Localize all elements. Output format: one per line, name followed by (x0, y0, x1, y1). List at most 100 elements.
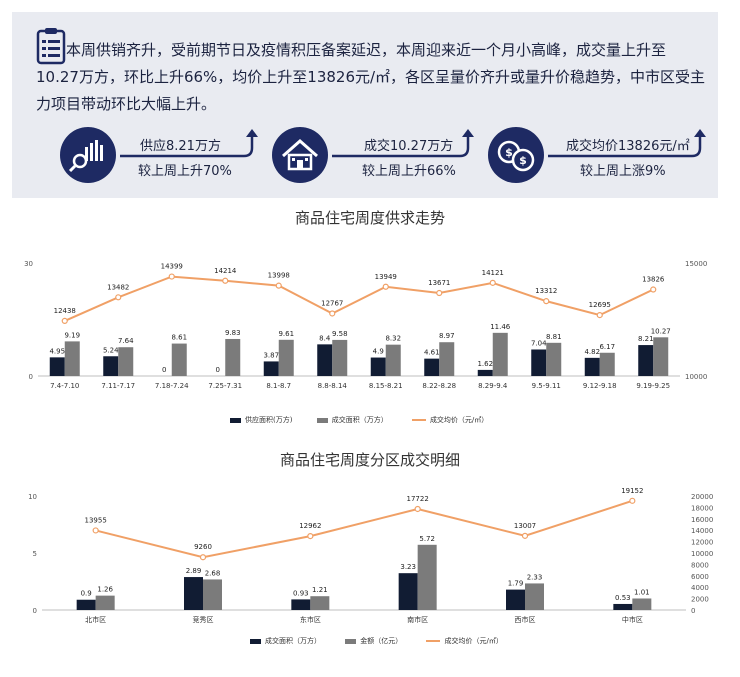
line-value-label: 13482 (107, 283, 129, 291)
bar-value-label: 10.27 (651, 327, 671, 335)
bar (49, 357, 65, 376)
x-tick-label: 8.15-8.21 (369, 382, 403, 390)
line-value-label: 12695 (589, 301, 611, 309)
coins-icon: $ $ (488, 127, 544, 183)
bar-value-label: 3.23 (400, 563, 416, 571)
stat-supply-value: 供应8.21万方 (140, 139, 221, 154)
bar-value-label: 4.9 (373, 348, 384, 356)
y2-tick-label: 14000 (691, 527, 713, 535)
line-value-label: 17722 (407, 495, 429, 503)
bar-value-label: 0 (216, 366, 220, 374)
bar (638, 345, 654, 376)
x-tick-label: 8.8-8.14 (318, 382, 348, 390)
line-point (199, 554, 207, 561)
x-tick-label: 8.29-9.4 (478, 382, 508, 390)
bar (203, 579, 222, 610)
bar (95, 595, 115, 610)
legend-supply: 供应面积(万方) (245, 416, 293, 424)
chart1-title: 商品住宅周度供求走势 (294, 209, 445, 227)
bar-value-label: 9.19 (64, 331, 80, 339)
trend-arrow-icon (332, 129, 474, 158)
x-tick-label: 中市区 (622, 615, 643, 624)
line-point (629, 497, 636, 504)
y2-tick-label: 0 (691, 607, 695, 615)
stat-deal-change: 较上周上升66% (362, 164, 456, 179)
line-point (222, 277, 229, 284)
line-value-label: 9260 (194, 543, 212, 551)
bar (103, 356, 119, 376)
bar (439, 342, 455, 376)
line-point (596, 311, 603, 319)
svg-text:$: $ (505, 146, 513, 159)
trend-arrow-icon (120, 129, 258, 158)
x-tick-label: 8.1-8.7 (266, 382, 291, 390)
bar (64, 341, 80, 376)
x-tick-label: 东市区 (300, 615, 321, 624)
legend-deal: 成交面积（万方） (331, 416, 388, 424)
y2-tick-label: 16000 (691, 516, 713, 524)
line-value-label: 12767 (321, 299, 343, 307)
x-tick-label: 7.25-7.31 (208, 382, 242, 390)
bar-value-label: 0.53 (615, 594, 631, 602)
bar (263, 361, 279, 376)
x-tick-label: 9.19-9.25 (636, 382, 670, 390)
bar-value-label: 1.79 (508, 580, 524, 588)
line-value-label: 13826 (642, 276, 665, 284)
line-point (436, 289, 443, 297)
bar (370, 357, 386, 376)
bar (613, 603, 633, 610)
line-value-label: 13671 (428, 279, 450, 287)
chart2-title: 商品住宅周度分区成交明细 (279, 451, 460, 469)
x-tick-label: 西市区 (515, 615, 536, 624)
bar (291, 599, 311, 610)
bar (332, 339, 348, 376)
bar-value-label: 9.83 (225, 329, 241, 337)
line-value-label: 13955 (85, 516, 107, 524)
y2-tick-label: 8000 (691, 561, 709, 569)
bar (632, 598, 652, 610)
line-point (543, 298, 550, 305)
chart1-legend: 供应面积(万方) 成交面积（万方） 成交均价（元/㎡） (230, 415, 510, 425)
bar-value-label: 2.68 (205, 569, 221, 577)
bar (317, 344, 333, 376)
y2-tick-label: 15000 (685, 260, 707, 268)
y-tick-label: 0 (29, 373, 33, 381)
line-value-label: 14214 (214, 267, 237, 275)
y-tick-label: 5 (33, 550, 37, 558)
y-tick-label: 30 (24, 260, 33, 268)
bar-value-label: 9.58 (332, 330, 348, 338)
bar-value-label: 5.72 (419, 535, 435, 543)
bar (76, 599, 96, 610)
y2-tick-label: 10000 (685, 373, 707, 381)
bar-value-label: 5.24 (103, 346, 119, 354)
line-point (329, 310, 336, 317)
bar (531, 349, 547, 376)
bar (525, 583, 544, 610)
line-point (489, 279, 496, 286)
bar-value-label: 8.97 (439, 332, 455, 340)
line-value-label: 19152 (621, 487, 643, 495)
line-value-label: 12438 (54, 307, 76, 315)
line-point (650, 286, 657, 293)
bar (225, 338, 241, 376)
y-tick-label: 10 (28, 493, 37, 501)
x-tick-label: 北市区 (85, 615, 106, 624)
y2-tick-label: 12000 (691, 539, 713, 547)
x-tick-label: 8.22-8.28 (422, 382, 456, 390)
district-deal-chart: 0 5 10 0 2000 4000 6000 8000 10000 12000 14000 1600… (28, 487, 713, 624)
x-tick-label: 7.18-7.24 (155, 382, 189, 390)
bar-value-label: 1.21 (312, 586, 328, 594)
bar-value-label: 7.64 (118, 337, 134, 345)
bar (310, 596, 330, 610)
y2-tick-label: 20000 (691, 493, 713, 501)
bar-value-label: 2.33 (527, 573, 543, 581)
line-value-label: 12962 (299, 522, 321, 530)
chart-magnifier-icon (60, 127, 116, 183)
house-icon (272, 127, 328, 183)
bar-value-label: 8.21 (638, 335, 654, 343)
bar (653, 337, 669, 376)
x-tick-label: 7.4-7.10 (50, 382, 79, 390)
x-tick-label: 9.5-9.11 (532, 382, 561, 390)
summary-text: 本周供销齐升，受前期节日及疫情积压备案延迟，本周迎来近一个月小高峰，成交量上升至… (36, 41, 706, 113)
bar (492, 332, 508, 376)
